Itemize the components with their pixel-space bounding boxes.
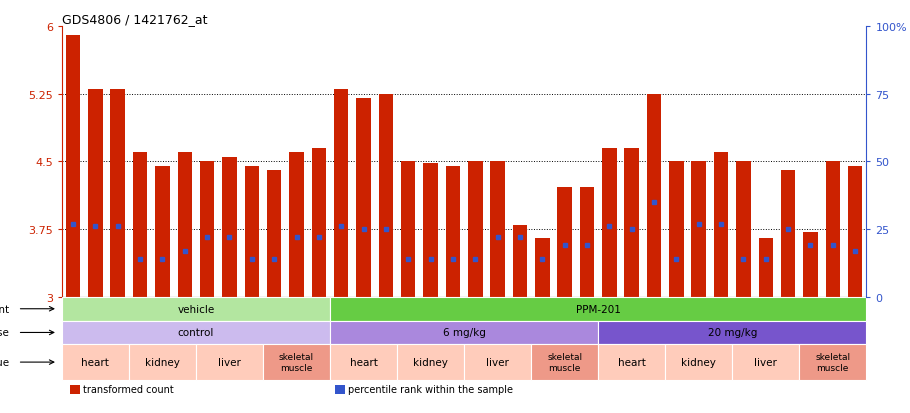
Bar <box>825 162 840 297</box>
Bar <box>647 95 662 297</box>
Text: heart: heart <box>618 357 645 367</box>
Bar <box>263 344 330 380</box>
Text: vehicle: vehicle <box>177 304 215 314</box>
Bar <box>848 166 863 297</box>
Bar <box>70 385 79 394</box>
Text: GDS4806 / 1421762_at: GDS4806 / 1421762_at <box>62 13 207 26</box>
Bar <box>66 36 80 297</box>
Bar <box>62 344 129 380</box>
Bar <box>799 344 866 380</box>
Bar <box>580 187 594 297</box>
Bar <box>62 297 330 321</box>
Text: kidney: kidney <box>413 357 448 367</box>
Bar <box>512 225 527 297</box>
Bar <box>733 344 799 380</box>
Bar <box>336 385 345 394</box>
Text: liver: liver <box>486 357 509 367</box>
Bar <box>490 162 505 297</box>
Bar <box>423 164 438 297</box>
Text: tissue: tissue <box>0 357 10 367</box>
Bar <box>669 162 683 297</box>
Bar <box>401 162 416 297</box>
Bar <box>156 166 169 297</box>
Bar <box>464 344 531 380</box>
Bar <box>330 344 397 380</box>
Bar <box>334 90 349 297</box>
Bar <box>804 232 818 297</box>
Bar <box>692 162 706 297</box>
Text: skeletal
muscle: skeletal muscle <box>279 353 314 372</box>
Bar <box>133 153 147 297</box>
Text: 20 mg/kg: 20 mg/kg <box>708 328 757 338</box>
Text: control: control <box>177 328 214 338</box>
Bar <box>624 149 639 297</box>
Bar <box>110 90 125 297</box>
Bar <box>200 162 215 297</box>
Bar <box>222 157 237 297</box>
Bar <box>245 166 259 297</box>
Text: 6 mg/kg: 6 mg/kg <box>442 328 486 338</box>
Bar <box>289 153 304 297</box>
Bar <box>468 162 482 297</box>
Text: heart: heart <box>82 357 109 367</box>
Bar <box>446 166 460 297</box>
Bar <box>713 153 728 297</box>
Bar <box>558 187 571 297</box>
Bar <box>196 344 263 380</box>
Text: liver: liver <box>754 357 777 367</box>
Bar <box>379 95 393 297</box>
Bar <box>311 149 326 297</box>
Bar <box>535 239 550 297</box>
Bar <box>598 344 665 380</box>
Bar <box>736 162 751 297</box>
Bar <box>602 149 617 297</box>
Text: skeletal
muscle: skeletal muscle <box>815 353 850 372</box>
Text: percentile rank within the sample: percentile rank within the sample <box>349 384 513 394</box>
Bar <box>267 171 281 297</box>
Text: heart: heart <box>349 357 378 367</box>
Bar <box>759 239 773 297</box>
Bar <box>330 297 866 321</box>
Bar <box>598 321 866 344</box>
Bar <box>781 171 795 297</box>
Bar <box>62 321 330 344</box>
Bar <box>531 344 598 380</box>
Bar <box>357 99 370 297</box>
Text: dose: dose <box>0 328 10 338</box>
Text: agent: agent <box>0 304 10 314</box>
Text: kidney: kidney <box>145 357 180 367</box>
Text: kidney: kidney <box>682 357 716 367</box>
Text: liver: liver <box>218 357 241 367</box>
Bar <box>397 344 464 380</box>
Bar <box>88 90 103 297</box>
Text: skeletal
muscle: skeletal muscle <box>547 353 582 372</box>
Bar <box>330 321 598 344</box>
Bar <box>665 344 733 380</box>
Bar <box>129 344 196 380</box>
Bar <box>177 153 192 297</box>
Text: transformed count: transformed count <box>83 384 174 394</box>
Text: PPM-201: PPM-201 <box>576 304 621 314</box>
